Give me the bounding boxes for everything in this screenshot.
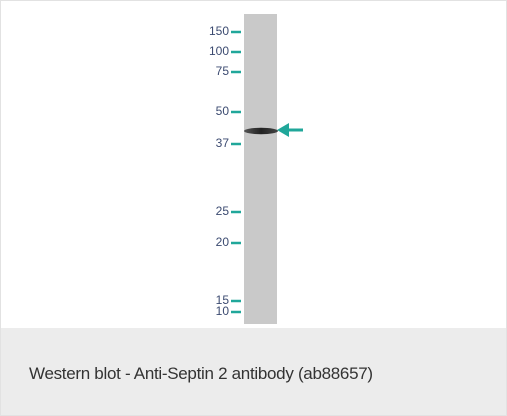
marker-label: 50 <box>216 104 230 118</box>
marker-label: 20 <box>216 235 230 249</box>
product-image-panel: 15010075503725201510 Western blot - Anti… <box>0 0 507 416</box>
protein-band <box>244 128 278 134</box>
arrow <box>277 123 303 137</box>
caption-bar: Western blot - Anti-Septin 2 antibody (a… <box>1 328 506 415</box>
caption: Western blot - Anti-Septin 2 antibody (a… <box>29 364 373 384</box>
marker-label: 100 <box>209 44 229 58</box>
marker-label: 150 <box>209 24 229 38</box>
marker-label: 10 <box>216 304 230 318</box>
marker-label: 75 <box>216 64 230 78</box>
marker-label: 37 <box>216 136 230 150</box>
marker-label: 25 <box>216 204 230 218</box>
gel-lane <box>244 14 277 324</box>
